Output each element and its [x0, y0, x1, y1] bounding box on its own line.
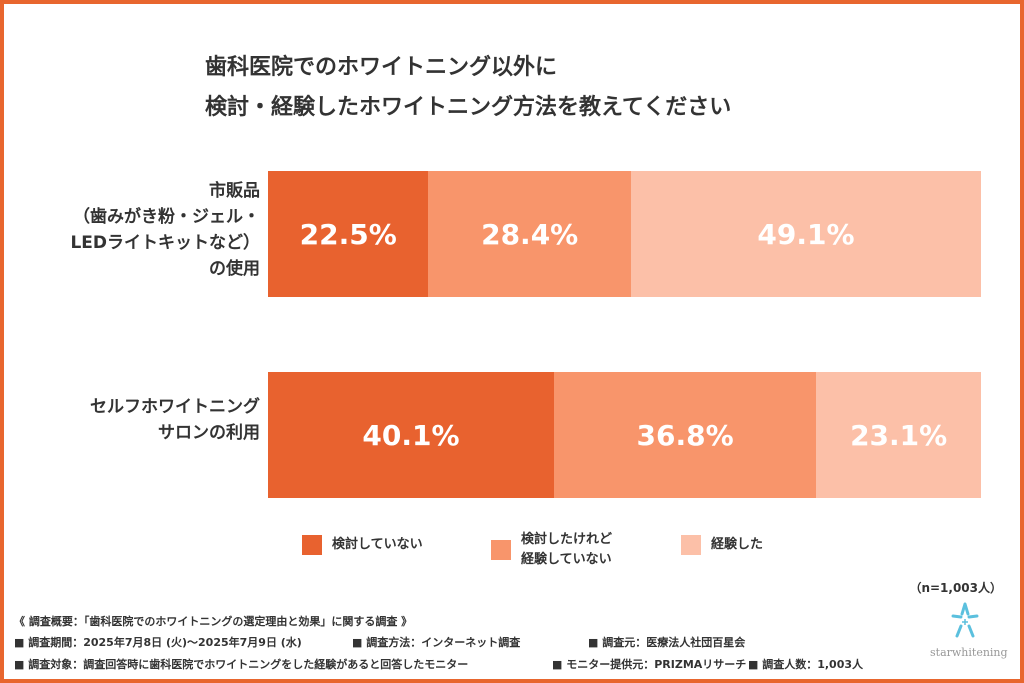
data-label: 40.1%: [362, 418, 460, 452]
category-label-salon: セルフホワイトニング サロンの利用: [90, 394, 260, 446]
starwhitening-logo: starwhitening: [930, 602, 1008, 659]
category-line: LEDライトキットなど）: [70, 233, 260, 253]
category-label-otc: 市販品 （歯みがき粉・ジェル・ LEDライトキットなど） の使用: [70, 178, 260, 282]
chart-title: 歯科医院でのホワイトニング以外に 検討・経験したホワイトニング方法を教えてくださ…: [205, 48, 731, 128]
category-line: （歯みがき粉・ジェル・: [73, 207, 260, 227]
legend-label-line: 経験していない: [521, 552, 612, 567]
legend-item-not-considered: 検討していない: [302, 535, 423, 555]
bar-row-1: 40.1% 36.8% 23.1%: [268, 372, 981, 498]
bar-segment: 22.5%: [268, 171, 429, 297]
data-label: 23.1%: [850, 418, 948, 452]
category-line: の使用: [209, 259, 260, 279]
legend-item-considered-not-tried: 検討したけれど 経験していない: [491, 530, 612, 570]
legend-swatch: [302, 535, 322, 555]
bar-row-0: 22.5% 28.4% 49.1%: [268, 171, 981, 297]
category-line: セルフホワイトニング: [90, 397, 260, 417]
survey-method: ■ 調査方法：インターネット調査: [352, 636, 521, 649]
survey-target: ■ 調査対象：調査回答時に歯科医院でホワイトニングをした経験があると回答したモニ…: [14, 658, 469, 671]
star-logo-icon: [951, 602, 979, 638]
bar-segment: 36.8%: [553, 372, 817, 498]
legend-label-line: 検討したけれど: [521, 532, 613, 547]
survey-count: ■ 調査人数：1,003人: [748, 658, 864, 671]
legend-label: 検討していない: [332, 537, 423, 552]
data-label: 36.8%: [636, 418, 734, 452]
title-line-2: 検討・経験したホワイトニング方法を教えてください: [205, 95, 732, 120]
bar-segment: 28.4%: [428, 171, 631, 297]
legend-swatch: [681, 535, 701, 555]
legend-label: 検討したけれど 経験していない: [521, 530, 612, 570]
category-line: サロンの利用: [158, 423, 260, 443]
data-label: 28.4%: [481, 217, 579, 251]
survey-period: ■ 調査期間：2025年7月8日 (火)～2025年7月9日 (水): [14, 636, 302, 649]
data-label: 22.5%: [299, 217, 397, 251]
logo-text: starwhitening: [930, 646, 1008, 659]
monitor-provider: ■ モニター提供元：PRIZMAリサーチ: [552, 658, 747, 671]
survey-overview: 《 調査概要：「歯科医院でのホワイトニングの選定理由と効果」に関する調査 》: [14, 615, 413, 628]
legend-label: 経験した: [711, 537, 764, 552]
bar-segment: 23.1%: [816, 372, 981, 498]
sample-size: （n=1,003人）: [909, 581, 1002, 595]
bar-segment: 40.1%: [268, 372, 554, 498]
data-label: 49.1%: [757, 217, 855, 251]
title-line-1: 歯科医院でのホワイトニング以外に: [205, 55, 558, 80]
legend-item-experienced: 経験した: [681, 535, 763, 555]
category-line: 市販品: [209, 181, 260, 201]
legend-swatch: [491, 540, 511, 560]
bar-segment: 49.1%: [630, 171, 981, 297]
survey-source: ■ 調査元：医療法人社団百星会: [588, 636, 746, 649]
